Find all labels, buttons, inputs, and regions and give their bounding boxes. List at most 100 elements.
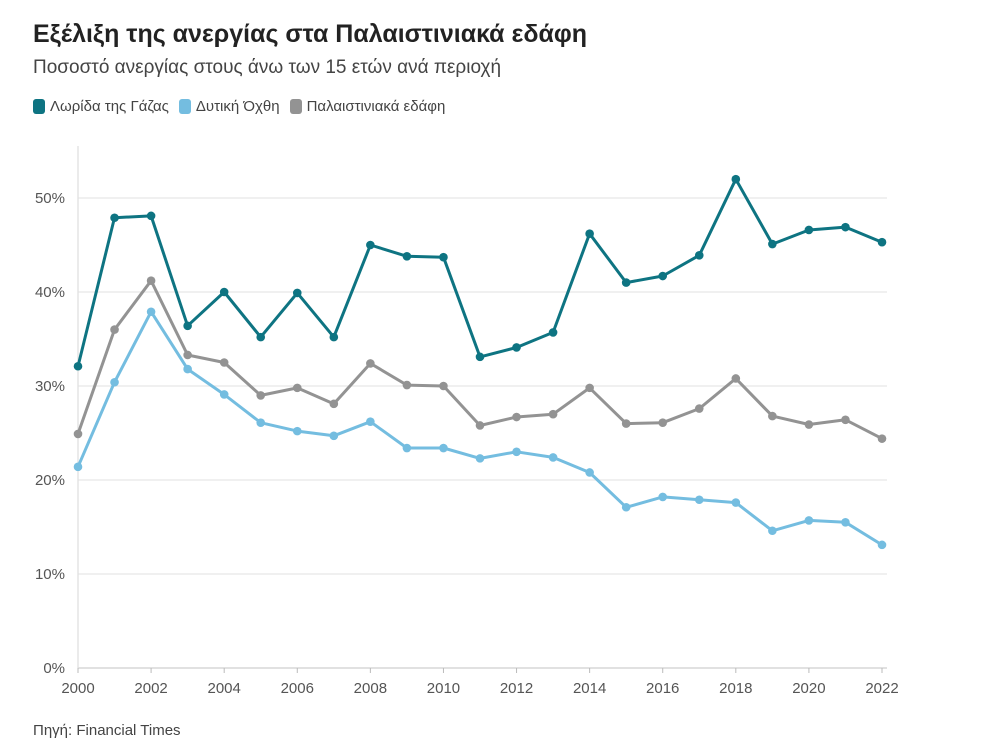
legend-label-territories: Παλαιστινιακά εδάφη [306, 98, 446, 115]
data-point [110, 325, 119, 334]
data-point [621, 419, 631, 428]
legend-swatch-gaza [33, 99, 45, 114]
data-point [694, 404, 704, 413]
data-point [256, 391, 266, 400]
data-point [658, 271, 668, 281]
data-point [219, 287, 229, 297]
data-point [475, 454, 485, 463]
data-point [292, 288, 302, 298]
data-point [256, 418, 266, 427]
data-point [366, 240, 375, 250]
data-point [183, 350, 192, 360]
data-point [731, 498, 741, 507]
data-point [694, 495, 704, 505]
y-tick-label: 0% [43, 660, 65, 677]
data-point [219, 390, 229, 399]
data-point [402, 443, 412, 453]
legend-label-gaza: Λωρίδα της Γάζας [50, 98, 169, 115]
x-tick-label: 2016 [646, 680, 679, 697]
data-point [731, 174, 741, 184]
chart-subtitle: Ποσοστό ανεργίας στους άνω των 15 ετών α… [33, 57, 502, 78]
source-note: Πηγή: Financial Times [33, 722, 181, 739]
series-line [76, 177, 884, 368]
data-point [768, 239, 777, 249]
data-point [146, 211, 156, 221]
x-tick-label: 2000 [61, 680, 94, 697]
x-tick-label: 2004 [207, 680, 240, 697]
data-point [731, 374, 741, 383]
data-point [768, 526, 777, 536]
data-point [585, 229, 594, 239]
data-point [110, 377, 119, 387]
data-point [256, 332, 266, 342]
data-point [768, 411, 777, 421]
data-point [183, 321, 192, 331]
x-tick-label: 2014 [573, 680, 606, 697]
data-point [402, 251, 412, 261]
data-point [219, 358, 229, 367]
data-point [475, 352, 485, 362]
data-point [658, 492, 668, 502]
data-point [548, 453, 558, 462]
data-point [841, 415, 850, 425]
data-point [548, 328, 558, 337]
x-tick-label: 2002 [134, 680, 167, 697]
data-point [73, 429, 83, 439]
data-point [804, 420, 814, 429]
data-point [841, 222, 850, 232]
data-point [877, 540, 887, 550]
data-point [402, 380, 412, 390]
data-point [329, 399, 339, 409]
x-tick-label: 2012 [500, 680, 533, 697]
data-point [183, 364, 192, 374]
x-tick-label: 2018 [719, 680, 752, 697]
data-point [877, 434, 887, 443]
data-point [841, 518, 850, 527]
data-point [366, 417, 375, 427]
data-point [439, 252, 448, 262]
y-tick-label: 30% [35, 378, 65, 395]
legend-swatch-west-bank [178, 99, 191, 114]
data-point [475, 421, 485, 430]
data-point [329, 431, 339, 441]
y-tick-label: 50% [35, 190, 65, 207]
legend-label-west-bank: Δυτική Όχθη [195, 98, 280, 115]
data-point [73, 361, 83, 371]
data-point [585, 383, 594, 393]
data-point [292, 383, 302, 393]
data-point [439, 381, 448, 391]
x-tick-label: 2020 [792, 680, 825, 697]
data-point [621, 502, 631, 512]
data-point [73, 462, 83, 472]
data-point [585, 468, 594, 477]
legend-item-territories: Παλαιστινιακά εδάφη [289, 98, 446, 115]
data-point [804, 225, 814, 235]
x-tick-label: 2008 [354, 680, 387, 697]
data-point [329, 332, 339, 342]
legend-item-gaza: Λωρίδα της Γάζας [33, 98, 169, 115]
y-tick-label: 40% [35, 284, 65, 301]
y-tick-label: 10% [35, 566, 65, 583]
x-tick-label: 2006 [281, 680, 314, 697]
legend: Λωρίδα της Γάζας Δυτική Όχθη Παλαιστινια… [33, 98, 445, 115]
data-point [439, 443, 448, 453]
data-point [110, 213, 119, 223]
data-point [658, 418, 668, 427]
data-point [512, 447, 521, 457]
data-point [146, 307, 156, 317]
legend-swatch-territories [289, 99, 302, 114]
data-point [804, 516, 814, 525]
x-tick-label: 2022 [865, 680, 898, 697]
data-point [146, 276, 156, 286]
data-point [877, 237, 887, 247]
legend-item-west-bank: Δυτική Όχθη [178, 98, 280, 115]
data-point [621, 278, 631, 287]
x-tick-label: 2010 [427, 680, 460, 697]
data-point [548, 409, 558, 419]
chart-title: Εξέλιξη της ανεργίας στα Παλαιστινιακά ε… [33, 20, 588, 48]
data-point [694, 251, 704, 260]
data-point [292, 426, 302, 436]
data-point [366, 359, 375, 368]
data-point [512, 343, 521, 352]
